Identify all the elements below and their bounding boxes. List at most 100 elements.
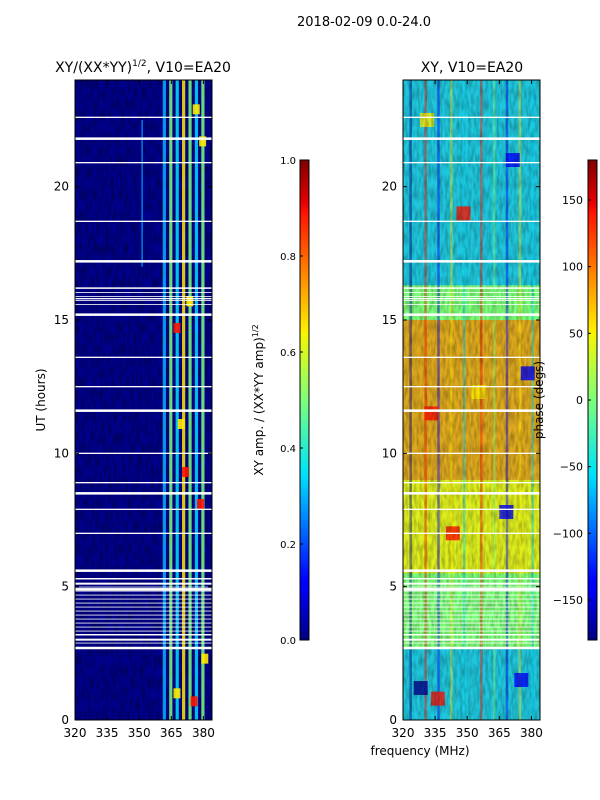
left-flagged-row xyxy=(75,598,212,600)
right-flagged-row xyxy=(403,626,540,628)
left-high-amplitude-patch xyxy=(197,499,205,509)
right-flagged-row xyxy=(403,590,540,592)
right-x-tick-label: 320 xyxy=(392,726,415,740)
right-flagged-row xyxy=(403,492,540,495)
right-x-tick-label: 380 xyxy=(520,726,543,740)
right-colorbar-tick-label: 50 xyxy=(569,327,583,340)
left-bright-channel xyxy=(194,80,199,720)
left-flagged-row xyxy=(75,137,212,140)
right-panel-title: XY, V10=EA20 xyxy=(421,60,523,76)
left-high-amplitude-patch xyxy=(186,296,194,307)
right-flagged-row xyxy=(403,586,540,588)
left-x-tick-label: 320 xyxy=(64,726,87,740)
left-flagged-row xyxy=(75,260,212,263)
left-high-amplitude-patch xyxy=(201,653,209,664)
left-rfi-channel xyxy=(141,120,143,267)
left-flagged-row xyxy=(75,313,212,316)
right-y-tick-label: 0 xyxy=(389,713,397,727)
right-heatmap xyxy=(403,80,540,720)
right-flagged-row xyxy=(403,116,540,118)
left-colorbar-label: XY amp. / (XX*YY amp)1/2 xyxy=(251,324,266,475)
right-flagged-row xyxy=(403,618,540,620)
left-flagged-row xyxy=(75,578,212,580)
left-title-main: XY/(XX*YY) xyxy=(55,60,132,76)
left-flagged-row xyxy=(75,634,212,636)
left-flagged-row xyxy=(75,298,212,300)
right-flagged-row xyxy=(403,304,540,305)
right-flagged-row xyxy=(403,532,540,534)
left-colorbar-tick-label: 0.6 xyxy=(280,348,296,359)
right-flagged-row xyxy=(403,598,540,600)
left-flagged-row xyxy=(75,622,212,624)
right-heatmap-speckle xyxy=(403,80,540,720)
left-y-tick-label: 15 xyxy=(54,313,69,327)
left-flagged-row xyxy=(75,452,212,454)
left-y-tick-label: 0 xyxy=(61,713,69,727)
right-y-tick-label: 20 xyxy=(382,180,397,194)
left-panel-title: XY/(XX*YY)1/2, V10=EA20 xyxy=(55,59,231,76)
right-colorbar-tick-label: −50 xyxy=(560,461,583,474)
left-flagged-row xyxy=(75,582,212,584)
right-flagged-row xyxy=(403,298,540,300)
left-flagged-row xyxy=(75,116,212,118)
left-flagged-row xyxy=(75,492,212,495)
left-flagged-row xyxy=(75,626,212,628)
right-flagged-row xyxy=(403,639,540,641)
right-flagged-row xyxy=(403,162,540,164)
right-flagged-row xyxy=(403,292,540,293)
left-flagged-row xyxy=(75,588,212,591)
left-high-amplitude-patch xyxy=(173,323,181,333)
right-y-tick-label: 15 xyxy=(382,313,397,327)
shared-xlabel: frequency (MHz) xyxy=(370,744,469,758)
right-flagged-row xyxy=(403,622,540,624)
left-flagged-row xyxy=(75,583,212,585)
left-colorbar-tick-label: 0.2 xyxy=(280,540,296,551)
left-x-tick-label: 335 xyxy=(96,726,119,740)
left-flagged-row xyxy=(75,630,212,632)
left-flagged-row xyxy=(75,594,212,596)
left-flagged-row xyxy=(75,618,212,620)
left-panel: XY/(XX*YY)1/2, V10=EA20 320 335 350 365 380 … xyxy=(34,59,231,740)
left-bright-channel xyxy=(201,80,205,720)
left-flagged-row xyxy=(75,569,212,572)
left-flagged-row xyxy=(75,634,212,636)
left-x-tick-label: 365 xyxy=(160,726,183,740)
right-flagged-row xyxy=(403,610,540,612)
left-colorbar: 0.0 0.2 0.4 0.6 0.8 1.0 XY amp. / (XX*YY amp)… xyxy=(251,156,310,647)
right-colorbar-label: phase (degs) xyxy=(532,361,546,439)
right-flagged-row xyxy=(403,606,540,608)
left-flagged-row xyxy=(75,300,212,301)
left-colorbar-tick-label: 0.0 xyxy=(280,636,296,647)
left-flagged-row xyxy=(75,482,212,484)
right-flagged-row xyxy=(403,386,540,388)
left-bright-channel xyxy=(182,80,186,720)
right-colorbar-tick-label: −150 xyxy=(553,594,583,607)
left-high-amplitude-patch xyxy=(182,467,190,477)
right-flagged-row xyxy=(403,569,540,572)
right-plot-frame xyxy=(402,79,541,721)
left-flagged-row xyxy=(75,386,212,388)
left-flagged-row xyxy=(75,642,212,644)
left-flagged-row xyxy=(75,614,212,616)
right-x-tick-label: 350 xyxy=(456,726,479,740)
left-y-tick-label: 10 xyxy=(54,446,69,460)
right-flagged-row xyxy=(403,508,540,510)
right-y-tick-label: 10 xyxy=(382,446,397,460)
left-bright-channel xyxy=(162,80,166,720)
left-flagged-row xyxy=(75,220,212,222)
left-colorbar-tick-label: 1.0 xyxy=(280,156,296,167)
right-flagged-row xyxy=(403,288,540,289)
right-x-tick-label: 365 xyxy=(488,726,511,740)
right-colorbar-tick-label: 100 xyxy=(562,261,583,274)
right-flagged-row xyxy=(403,588,540,591)
left-flagged-row xyxy=(75,602,212,604)
left-bright-channel xyxy=(169,80,173,720)
left-high-amplitude-patch xyxy=(177,419,185,429)
left-ylabel: UT (hours) xyxy=(34,368,48,431)
left-flagged-row xyxy=(75,356,212,358)
right-flagged-row xyxy=(403,296,540,297)
left-flagged-row xyxy=(75,638,212,640)
right-flagged-row xyxy=(403,602,540,604)
right-flagged-row xyxy=(403,137,540,140)
right-flagged-row xyxy=(403,300,540,301)
